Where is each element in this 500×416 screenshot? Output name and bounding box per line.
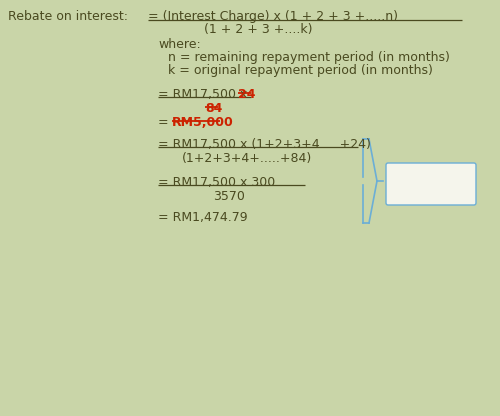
Text: (1+2+3+4+.....+84): (1+2+3+4+.....+84) bbox=[182, 152, 312, 165]
Text: RM5,000: RM5,000 bbox=[172, 116, 234, 129]
Text: = RM17,500 x (1+2+3+4.....+24): = RM17,500 x (1+2+3+4.....+24) bbox=[158, 138, 371, 151]
Text: = RM17,500 x: = RM17,500 x bbox=[158, 88, 252, 101]
Text: = RM17,500 x 300: = RM17,500 x 300 bbox=[158, 176, 275, 189]
Text: = RM1,474.79: = RM1,474.79 bbox=[158, 211, 248, 224]
Text: where:: where: bbox=[158, 38, 201, 51]
Text: =: = bbox=[158, 116, 176, 129]
Text: Rebate on interest:: Rebate on interest: bbox=[8, 10, 128, 23]
Text: 24: 24 bbox=[238, 88, 256, 101]
FancyBboxPatch shape bbox=[386, 163, 476, 205]
Text: (1 + 2 + 3 +....k): (1 + 2 + 3 +....k) bbox=[204, 23, 312, 36]
Text: 25/8/2010: 25/8/2010 bbox=[398, 185, 464, 198]
Text: k = original repayment period (in months): k = original repayment period (in months… bbox=[168, 64, 433, 77]
Text: 84: 84 bbox=[205, 102, 222, 115]
Text: updated on: updated on bbox=[397, 171, 465, 184]
Text: n = remaining repayment period (in months): n = remaining repayment period (in month… bbox=[168, 51, 450, 64]
Text: = (Interest Charge) x (1 + 2 + 3 +.....n): = (Interest Charge) x (1 + 2 + 3 +.....n… bbox=[148, 10, 398, 23]
Text: 3570: 3570 bbox=[213, 190, 245, 203]
